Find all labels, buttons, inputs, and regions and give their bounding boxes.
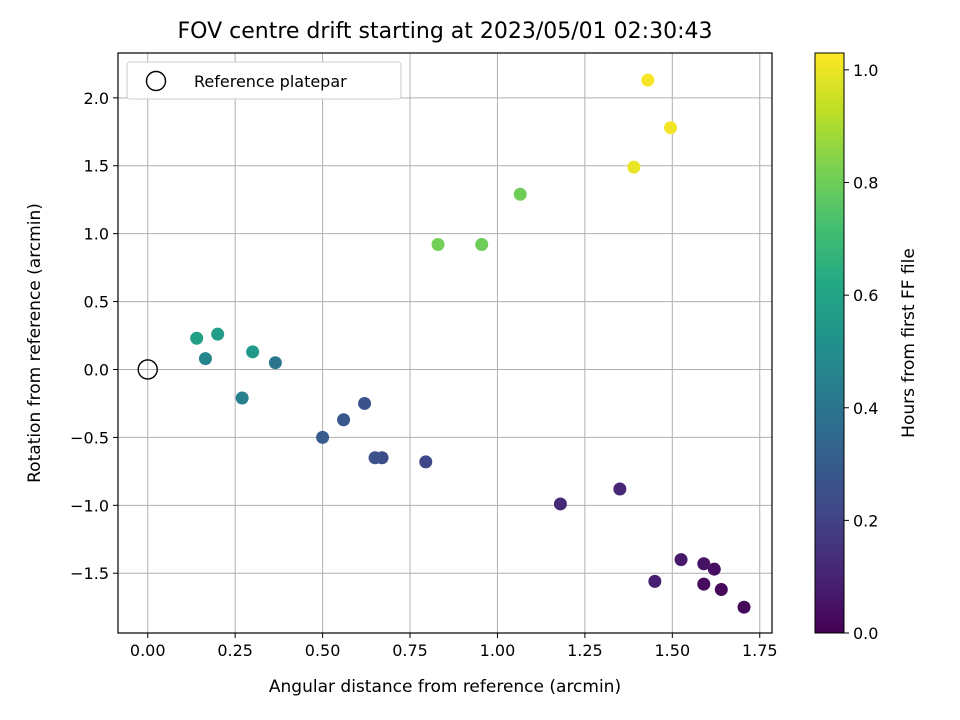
data-point <box>235 391 249 405</box>
colorbar-tick-label: 0.2 <box>853 511 878 530</box>
data-point <box>648 574 662 588</box>
data-point <box>674 553 688 567</box>
x-axis-ticks: 0.00 0.25 0.50 0.75 1.00 1.25 1.50 1.75 <box>130 633 778 660</box>
data-point <box>211 327 225 341</box>
colorbar-tick-label: 0.4 <box>853 399 878 418</box>
legend: Reference platepar <box>126 61 402 100</box>
data-point <box>513 187 527 201</box>
reference-marker-group <box>137 359 158 380</box>
data-point <box>707 562 721 576</box>
x-tick-label: 1.50 <box>655 641 691 660</box>
chart-title: FOV centre drift starting at 2023/05/01 … <box>178 19 713 44</box>
data-point <box>714 583 728 597</box>
x-axis-label: Angular distance from reference (arcmin) <box>269 677 621 697</box>
data-point <box>697 577 711 591</box>
data-point <box>368 451 382 465</box>
reference-platepar-marker <box>137 359 158 380</box>
x-tick-label: 0.75 <box>392 641 428 660</box>
colorbar-tick-label: 0.8 <box>853 174 878 193</box>
y-tick-label: 2.0 <box>84 89 109 108</box>
grid-lines <box>118 53 772 633</box>
x-tick-label: 0.25 <box>217 641 253 660</box>
data-point <box>268 356 282 370</box>
data-point <box>697 557 711 571</box>
x-tick-label: 0.50 <box>305 641 341 660</box>
data-points <box>190 73 751 614</box>
colorbar-ticks: 0.0 0.2 0.4 0.6 0.8 1.0 <box>844 61 878 643</box>
x-tick-label: 1.75 <box>742 641 778 660</box>
y-tick-label: 0.5 <box>84 293 109 312</box>
data-point <box>627 160 641 174</box>
x-tick-label: 1.25 <box>567 641 603 660</box>
colorbar-tick-label: 1.0 <box>853 61 878 80</box>
data-point <box>737 600 751 614</box>
legend-entry-reference-platepar: Reference platepar <box>194 72 347 91</box>
data-point <box>641 73 655 87</box>
data-point <box>664 121 678 135</box>
y-axis-label: Rotation from reference (arcmin) <box>25 203 45 483</box>
x-tick-label: 0.00 <box>130 641 166 660</box>
data-point <box>246 345 260 359</box>
data-point <box>198 352 212 366</box>
y-tick-label: 1.5 <box>84 157 109 176</box>
data-point <box>316 430 330 444</box>
y-tick-label: −1.5 <box>70 564 109 583</box>
legend-reference-marker <box>145 70 167 92</box>
data-point <box>419 455 433 469</box>
data-point <box>190 331 204 345</box>
legend-box <box>126 61 402 100</box>
y-tick-label: −1.0 <box>70 496 109 515</box>
y-tick-label: 0.0 <box>84 360 109 379</box>
colorbar-label: Hours from first FF file <box>899 248 919 438</box>
colorbar-tick-label: 0.0 <box>853 624 878 643</box>
colorbar-tick-label: 0.6 <box>853 286 878 305</box>
y-axis-ticks: −1.5 −1.0 −0.5 0.0 0.5 1.0 1.5 2.0 <box>70 89 118 583</box>
data-point <box>337 413 351 427</box>
data-point <box>613 482 627 496</box>
x-tick-label: 1.00 <box>480 641 516 660</box>
data-point <box>431 238 445 252</box>
y-tick-label: −0.5 <box>70 428 109 447</box>
plot-frame <box>117 52 773 634</box>
data-point <box>553 497 567 511</box>
data-point <box>358 396 372 410</box>
y-tick-label: 1.0 <box>84 225 109 244</box>
data-point <box>475 238 489 252</box>
colorbar <box>814 52 845 634</box>
